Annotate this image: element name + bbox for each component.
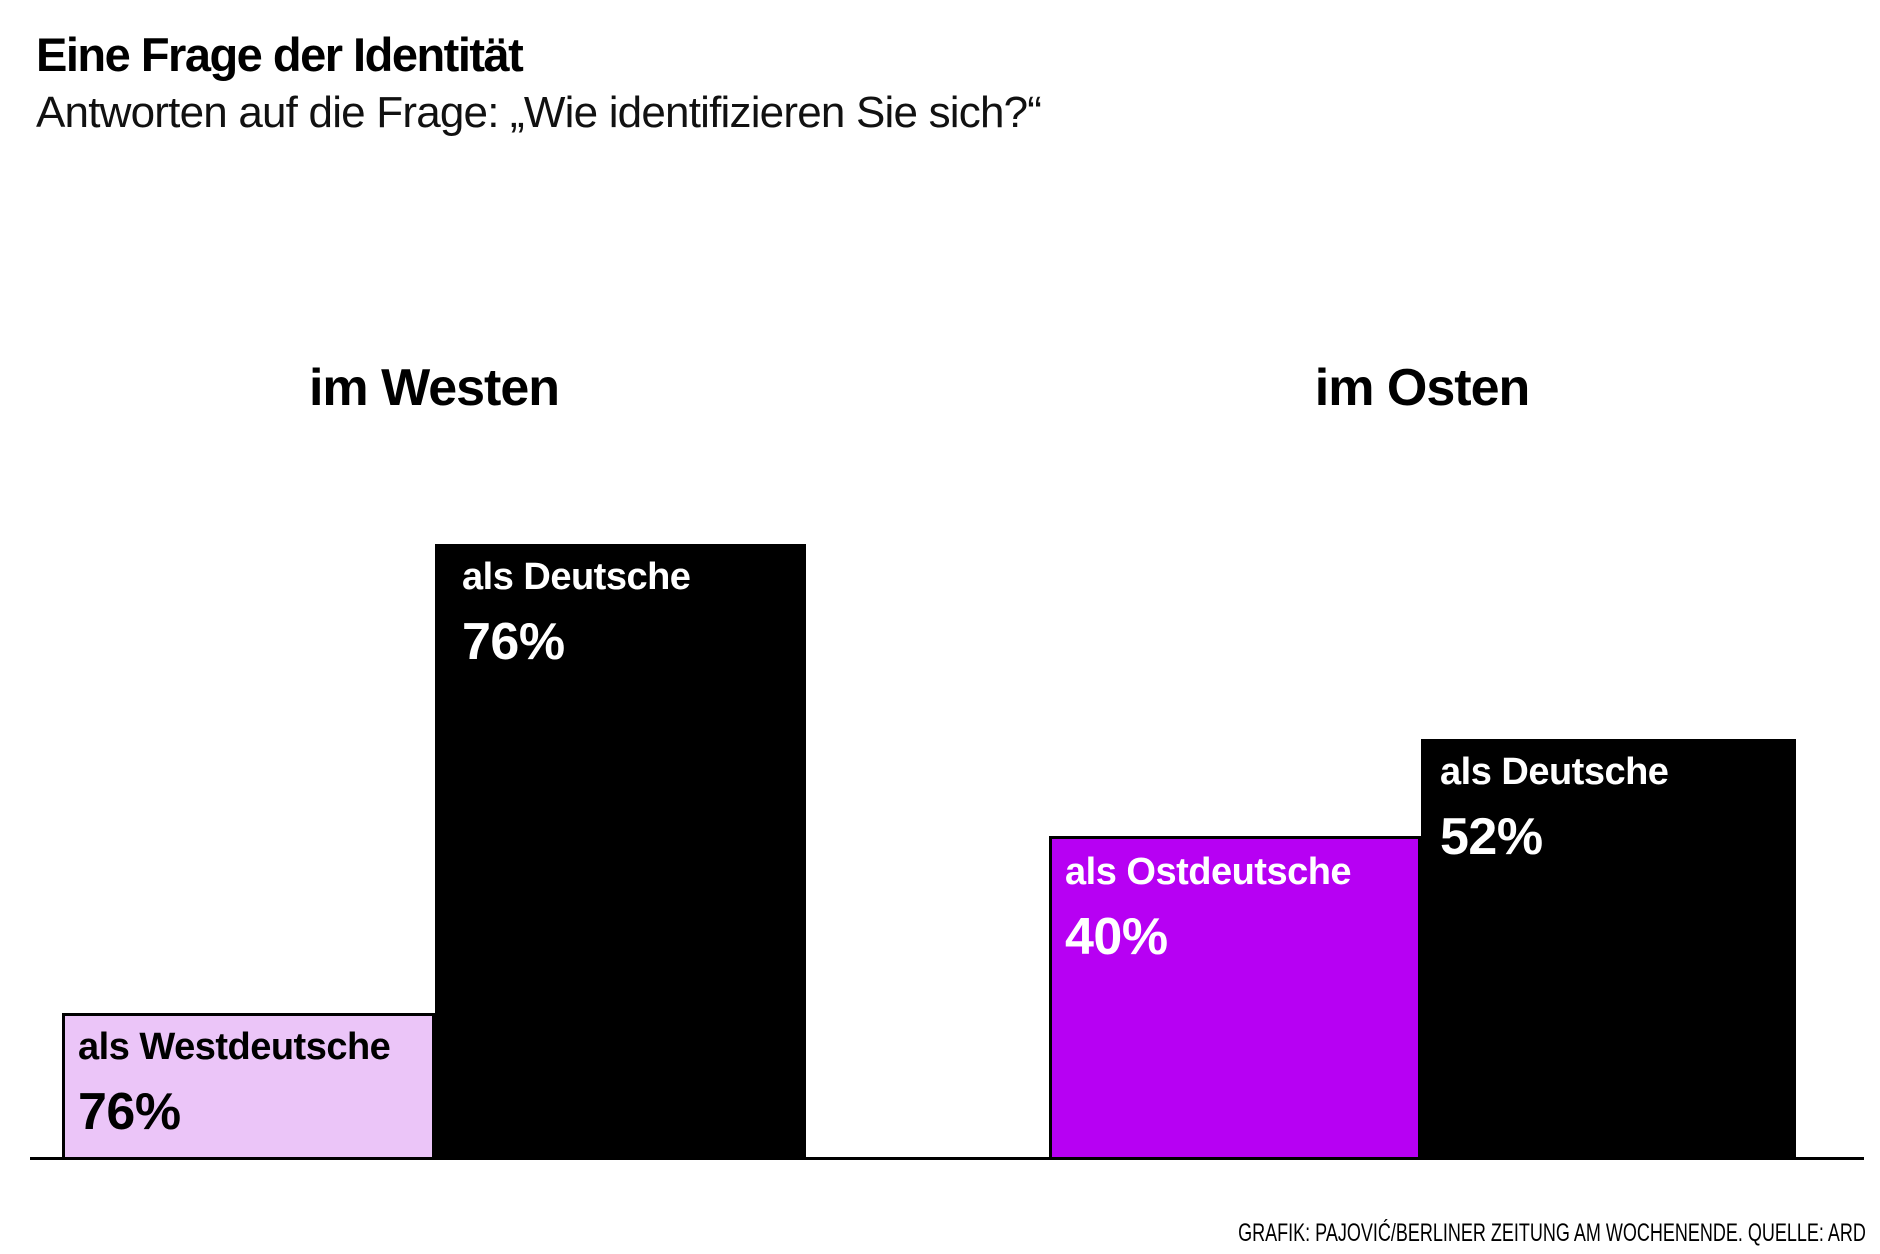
bar-label: als Deutsche [462,556,691,598]
bar-value: 76% [462,612,565,671]
group-label-east: im Osten [1314,359,1531,417]
group-label-west: im Westen [308,359,560,417]
bar-west-als-westdeutsche: als Westdeutsche 76% [62,1013,435,1160]
baseline-axis [30,1157,1864,1160]
page-subtitle: Antworten auf die Frage: „Wie identifizi… [36,88,1042,137]
bar-value: 40% [1065,907,1168,966]
bar-label: als Ostdeutsche [1065,851,1352,893]
bar-value: 52% [1440,807,1543,866]
bar-label: als Westdeutsche [78,1026,391,1068]
bar-value: 76% [78,1082,181,1141]
page-title: Eine Frage der Identität [36,28,524,81]
bar-east-als-deutsche: als Deutsche 52% [1421,739,1796,1160]
credit-line: GRAFIK: PAJOVIĆ/BERLINER ZEITUNG AM WOCH… [1238,1219,1866,1247]
bar-label: als Deutsche [1440,751,1669,793]
bar-east-als-ostdeutsche: als Ostdeutsche 40% [1049,836,1421,1160]
bar-west-als-deutsche: als Deutsche 76% [435,544,806,1160]
